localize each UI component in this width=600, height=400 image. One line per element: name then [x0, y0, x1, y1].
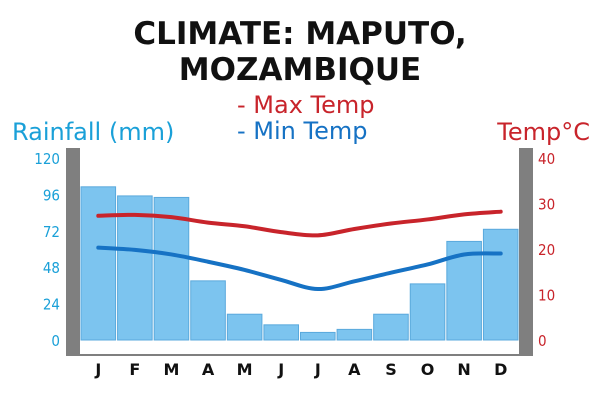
rainfall-bars: [80, 186, 519, 341]
month-label: N: [457, 360, 470, 379]
rainfall-bar: [226, 313, 263, 341]
month-label: J: [94, 360, 101, 379]
rainfall-bar: [117, 195, 153, 341]
right-axis-frame: [519, 148, 533, 355]
chart-title-line-1: CLIMATE: MAPUTO,: [133, 16, 466, 52]
rainfall-bar: [300, 331, 336, 341]
rainfall-bar: [482, 228, 519, 341]
legend-min-temp: - Min Temp: [237, 117, 367, 145]
rainfall-bar: [153, 196, 190, 341]
temperature-lines: [96, 209, 503, 292]
rainfall-bar: [409, 283, 446, 341]
rainfall-tick-label: 120: [34, 150, 60, 168]
month-label: A: [348, 360, 361, 379]
temp-tick-label: 0: [538, 332, 547, 350]
rainfall-tick-label: 48: [43, 259, 60, 277]
chart-title-line-2: MOZAMBIQUE: [179, 52, 421, 88]
rainfall-bar: [263, 324, 299, 341]
rainfall-axis-label: Rainfall (mm): [12, 118, 174, 146]
rainfall-tick-label: 96: [43, 186, 60, 204]
left-axis-frame: [66, 148, 80, 355]
month-label: M: [163, 360, 179, 379]
max-temp-line: [96, 209, 503, 238]
month-label: O: [421, 360, 435, 379]
month-label: J: [277, 360, 284, 379]
month-label: S: [385, 360, 397, 379]
rainfall-ticks: 0 24 48 72 96 120: [34, 150, 60, 350]
month-label: A: [202, 360, 215, 379]
legend-max-temp: - Max Temp: [237, 91, 375, 119]
temp-tick-label: 20: [538, 241, 555, 259]
temp-tick-label: 40: [538, 150, 555, 168]
temp-axis-label: Temp°C: [496, 118, 590, 146]
min-temp-line: [96, 245, 503, 292]
rainfall-bar: [190, 280, 226, 341]
month-label: M: [237, 360, 253, 379]
rainfall-tick-label: 24: [43, 296, 60, 314]
month-label: J: [314, 360, 321, 379]
rainfall-bar: [80, 186, 117, 341]
month-label: D: [494, 360, 507, 379]
month-label: F: [129, 360, 140, 379]
rainfall-tick-label: 0: [51, 332, 60, 350]
rainfall-bar: [336, 328, 373, 341]
temp-tick-label: 10: [538, 287, 555, 305]
temp-ticks: 0 10 20 30 40: [538, 150, 555, 350]
temp-tick-label: 30: [538, 196, 555, 214]
rainfall-tick-label: 72: [43, 223, 60, 241]
rainfall-bar: [373, 313, 409, 341]
